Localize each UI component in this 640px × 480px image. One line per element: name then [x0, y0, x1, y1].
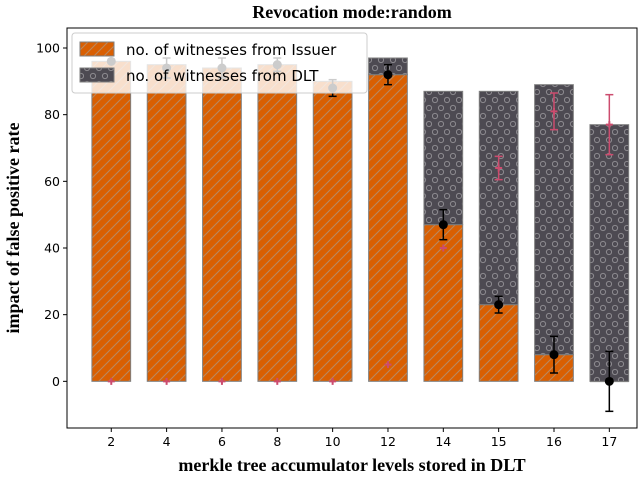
y-tick-label-20: 20 [44, 307, 60, 322]
legend-swatch-issuer [79, 41, 115, 57]
bar-issuer-10 [312, 80, 353, 382]
bar-dlt-17 [589, 124, 630, 382]
x-tick-label-17: 17 [601, 434, 617, 449]
legend-label-dlt: no. of witnesses from DLT [126, 67, 319, 85]
bar-issuer-8 [257, 64, 298, 382]
x-tick-label-10: 10 [325, 434, 341, 449]
bars-layer [91, 57, 630, 383]
x-axis: 2 4 6 8 10 12 14 15 16 17 [107, 428, 617, 449]
y-axis: 0 20 40 60 80 100 [36, 41, 67, 389]
marker-dlt-12 [384, 361, 392, 369]
x-tick-label-12: 12 [380, 434, 396, 449]
legend-swatch-dlt [79, 67, 115, 83]
y-tick-label-60: 60 [44, 174, 60, 189]
marker-dlt-8 [273, 377, 281, 385]
marker-issuer-16 [549, 350, 559, 360]
x-tick-label-15: 15 [491, 434, 507, 449]
legend-label-issuer: no. of witnesses from Issuer [126, 41, 337, 59]
y-tick-label-80: 80 [44, 107, 60, 122]
marker-issuer-15 [494, 300, 504, 310]
legend-box [71, 32, 368, 94]
chart-title: Revocation mode:random [252, 2, 451, 22]
plot-frame [66, 27, 638, 429]
bar-dlt-14 [423, 90, 464, 226]
bar-issuer-2 [91, 60, 132, 382]
y-axis-label: impact of false positive rate [3, 123, 23, 334]
marker-dlt-17 [605, 121, 613, 129]
x-tick-label-8: 8 [273, 434, 281, 449]
marker-dlt-2 [107, 377, 115, 385]
x-tick-label-14: 14 [435, 434, 451, 449]
legend: no. of witnesses from Issuer no. of witn… [71, 32, 368, 94]
bar-issuer-15 [478, 304, 519, 382]
marker-dlt-6 [218, 377, 226, 385]
y-tick-label-100: 100 [36, 41, 60, 56]
x-tick-label-4: 4 [163, 434, 171, 449]
x-tick-label-6: 6 [218, 434, 226, 449]
x-tick-label-2: 2 [107, 434, 115, 449]
marker-dlt-15 [495, 164, 503, 172]
marker-dlt-10 [329, 377, 337, 385]
marker-dlt-16 [550, 107, 558, 115]
y-tick-label-40: 40 [44, 241, 60, 256]
marker-dlt-4 [163, 377, 171, 385]
x-axis-label: merkle tree accumulator levels stored in… [178, 455, 525, 475]
marker-issuer-17 [604, 376, 614, 386]
bar-issuer-4 [146, 64, 187, 382]
marker-issuer-12 [383, 70, 393, 80]
x-tick-label-16: 16 [546, 434, 562, 449]
bar-dlt-15 [478, 90, 519, 306]
bar-issuer-12 [368, 74, 408, 382]
y-tick-label-0: 0 [52, 374, 60, 389]
bar-issuer-6 [202, 67, 242, 382]
marker-issuer-14 [438, 220, 448, 230]
marker-dlt-14 [439, 244, 447, 252]
